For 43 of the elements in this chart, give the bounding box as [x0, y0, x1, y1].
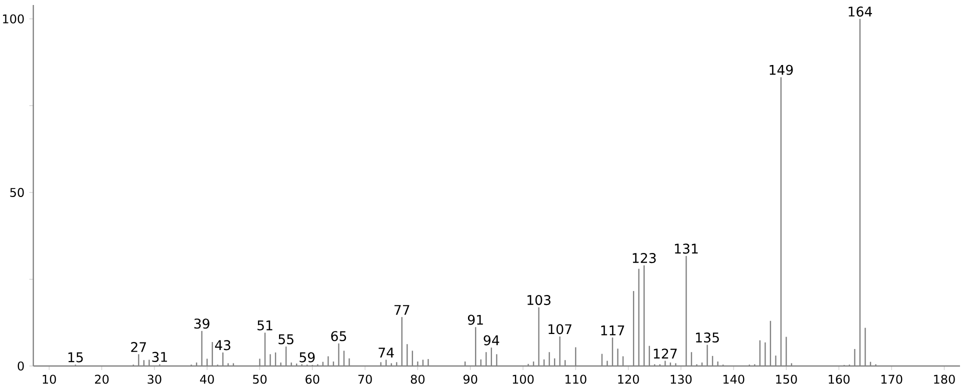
x-tick-label: 140 — [723, 374, 744, 384]
annotation: 127 — [654, 348, 677, 359]
annotation: 59 — [300, 352, 315, 362]
annotation: 39 — [194, 318, 210, 329]
annotation: 91 — [468, 314, 483, 325]
annotation: 77 — [394, 305, 410, 315]
x-tick-label: 80 — [410, 374, 425, 384]
x-tick-label: 40 — [200, 374, 214, 384]
annotation: 31 — [152, 352, 167, 362]
x-tick-label: 120 — [618, 374, 639, 384]
x-tick-label: 30 — [148, 374, 162, 384]
x-tick-label: 130 — [670, 374, 692, 384]
x-tick-label: 10 — [42, 374, 56, 384]
annotation: 149 — [770, 64, 793, 75]
x-tick-label: 110 — [566, 374, 586, 384]
y-tick-label: 100 — [3, 14, 24, 24]
x-tick-label: 70 — [358, 374, 372, 384]
x-tick-label: 90 — [463, 374, 478, 384]
annotation: 27 — [131, 342, 146, 352]
annotation: 107 — [548, 324, 572, 334]
x-tick-label: 50 — [253, 374, 267, 384]
x-tick-label: 150 — [776, 374, 797, 384]
y-tick-label: 0 — [18, 361, 24, 371]
x-tick-label: 20 — [95, 374, 109, 384]
annotation: 43 — [215, 340, 230, 350]
annotation: 164 — [848, 6, 872, 17]
annotation: 103 — [528, 294, 550, 306]
annotation: 94 — [484, 335, 500, 346]
x-tick-label: 160 — [828, 374, 850, 384]
x-tick-label: 60 — [306, 374, 320, 384]
x-tick-label: 170 — [881, 374, 902, 384]
x-tick-label: 180 — [934, 374, 955, 384]
annotation: 131 — [674, 244, 698, 254]
annotation: 74 — [378, 348, 394, 358]
x-tick-label: 100 — [512, 374, 534, 384]
annotation: 135 — [696, 332, 719, 343]
annotation: 123 — [632, 252, 656, 264]
annotation: 15 — [68, 352, 83, 362]
y-tick-label: 50 — [10, 188, 24, 197]
annotation: 55 — [278, 334, 294, 344]
annotation: 117 — [601, 326, 624, 336]
annotation: 65 — [331, 331, 346, 342]
annotation: 51 — [258, 320, 272, 330]
